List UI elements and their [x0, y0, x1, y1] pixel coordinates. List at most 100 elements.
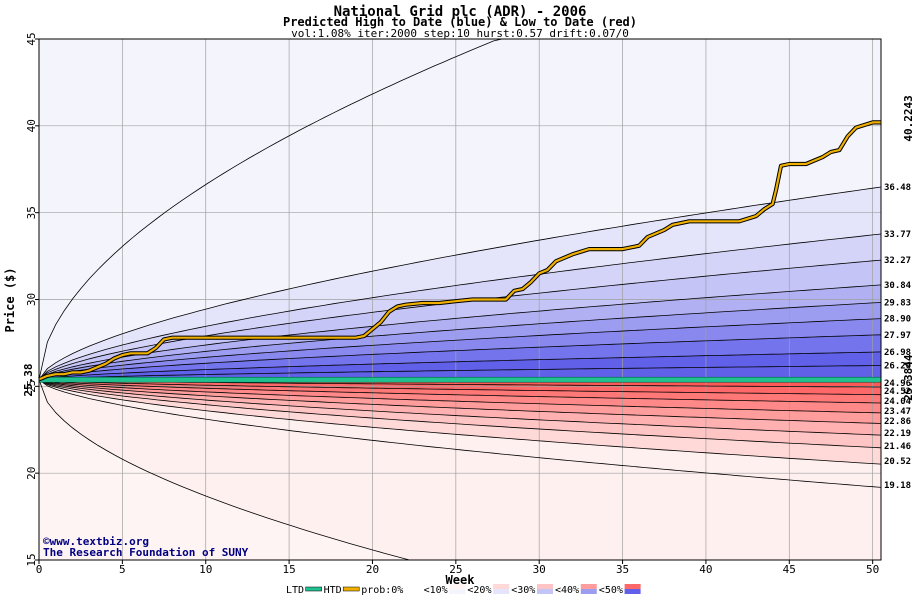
x-tick-label-35: 35 — [616, 563, 629, 576]
legend-swatch-ltd — [305, 586, 322, 592]
x-tick-label-30: 30 — [533, 563, 546, 576]
upper-pct-label-6: 27.97 — [884, 331, 911, 341]
lower-pct-label-5: 22.19 — [884, 429, 911, 439]
x-axis: 0 5 10 15 20 25 30 35 40 45 50 — [36, 560, 879, 576]
lower-line-8 — [38, 379, 882, 465]
credit-line-2: The Research Foundation of SUNY — [43, 546, 249, 559]
band-lower-9 — [39, 379, 881, 560]
ltd-line — [38, 376, 882, 383]
legend-swatch-prob0-low — [405, 584, 422, 589]
lower-line-9 — [38, 379, 882, 488]
htd-line — [38, 121, 881, 381]
y-tick-label-25: 25 — [25, 380, 38, 393]
band-upper-3 — [39, 260, 881, 380]
legend-swatch-htd — [342, 586, 360, 592]
band-lower-1 — [39, 379, 881, 395]
upper-pct-label-0: 36.48 — [884, 183, 911, 193]
upper-pct-label-4: 29.83 — [884, 298, 911, 308]
legend-swatch-p40-low — [580, 584, 597, 589]
upper-line-9 — [38, 365, 882, 381]
upper-line-2 — [38, 233, 882, 380]
legend-swatch-p50-low — [624, 584, 641, 589]
lower-pct-label-4: 22.86 — [884, 417, 911, 427]
legend-label-p40: <40% — [555, 585, 579, 596]
lower-pct-label-2: 24.04 — [884, 397, 912, 407]
band-upper-2 — [39, 234, 881, 380]
band-upper-6 — [39, 318, 881, 380]
legend-swatch-p50-high — [624, 589, 641, 594]
credit-line-1: ©www.textbiz.org — [43, 535, 149, 548]
legend-swatch-p20-low — [493, 584, 510, 589]
x-tick-label-40: 40 — [699, 563, 712, 576]
x-axis-label: Week — [446, 573, 476, 587]
lower-line-4 — [38, 379, 882, 414]
x-tick-label-45: 45 — [783, 563, 796, 576]
lower-pct-label-6: 21.46 — [884, 442, 911, 452]
legend-label-ltd: LTD — [286, 585, 304, 596]
lower-pct-label-8: 19.18 — [884, 481, 911, 491]
band-upper-5 — [39, 302, 881, 380]
band-upper-7 — [39, 334, 881, 380]
upper-line-6 — [38, 318, 882, 381]
y-tick-label-20: 20 — [25, 467, 38, 480]
chart-params: vol:1.08% iter:2000 step:10 hurst:0.57 d… — [291, 27, 629, 40]
band-lower-7 — [39, 379, 881, 465]
y-tick-label-40: 40 — [25, 119, 38, 132]
upper-line-4 — [38, 284, 882, 381]
band-lower-8 — [39, 379, 881, 488]
chart-title: National Grid plc (ADR) - 2006 — [334, 4, 587, 20]
lower-pct-label-1: 24.52 — [884, 387, 911, 397]
upper-pct-label-1: 33.77 — [884, 230, 911, 240]
upper-pct-label-3: 30.84 — [884, 281, 912, 291]
lower-line-2 — [38, 379, 882, 396]
upper-pct-label-2: 32.27 — [884, 256, 911, 266]
legend-swatch-prob0-high — [405, 589, 422, 594]
legend-label-p30: <30% — [511, 585, 535, 596]
legend-label-p20: <20% — [467, 585, 491, 596]
band-upper-1 — [39, 187, 881, 380]
legend-label-p10: <10% — [424, 585, 448, 596]
legend: LTD HTD prob:0% <10% <20% <30% <40% <50% — [286, 584, 641, 596]
legend-label-htd: HTD — [324, 585, 342, 596]
lower-pct-label-3: 23.47 — [884, 407, 911, 417]
x-tick-label-0: 0 — [36, 563, 43, 576]
legend-swatch-p40-high — [580, 589, 597, 594]
legend-swatch-p10-high — [449, 589, 466, 594]
lower-line-5 — [38, 379, 882, 424]
band-lower-3 — [39, 379, 881, 413]
x-tick-label-50: 50 — [866, 563, 879, 576]
band-upper-8 — [39, 351, 881, 380]
x-tick-label-10: 10 — [199, 563, 212, 576]
legend-swatch-p10-low — [449, 584, 466, 589]
legend-swatch-p30-high — [537, 589, 553, 594]
legend-swatch-p20-high — [493, 589, 510, 594]
legend-swatch-p30-low — [537, 584, 553, 589]
x-tick-label-25: 25 — [449, 563, 462, 576]
lower-line-3 — [38, 379, 882, 404]
x-tick-label-15: 15 — [282, 563, 295, 576]
y-tick-label-15: 15 — [25, 553, 38, 566]
x-tick-label-20: 20 — [366, 563, 379, 576]
ltd-final-label: 25.3844 — [902, 354, 915, 401]
lower-pct-label-7: 20.52 — [884, 457, 911, 467]
y-axis-label: Price ($) — [3, 267, 17, 332]
legend-label-prob0: prob:0% — [361, 585, 403, 596]
upper-pct-label-5: 28.90 — [884, 315, 911, 325]
upper-pct-label-7: 26.98 — [884, 348, 911, 358]
percentile-labels: 36.48 33.77 32.27 30.84 29.83 28.90 27.97 26.98… — [884, 183, 912, 491]
band-upper-outer — [39, 39, 881, 380]
band-lower-2 — [39, 379, 881, 403]
upper-line-1 — [38, 186, 882, 380]
chart-subtitle: Predicted High to Date (blue) & Low to D… — [283, 15, 637, 29]
upper-pct-label-8: 26.20 — [884, 361, 911, 371]
htd-final-label: 40.2243 — [902, 95, 915, 141]
band-upper-4 — [39, 284, 881, 380]
y-axis: 15 20 25 30 35 40 45 — [25, 32, 39, 567]
lower-pct-label-0: 24.96 — [884, 379, 911, 389]
y-tick-label-30: 30 — [25, 293, 38, 306]
upper-line-8 — [38, 351, 882, 381]
upper-line-5 — [38, 302, 882, 381]
y-tick-label-45: 45 — [25, 32, 38, 45]
legend-label-p50: <50% — [599, 585, 623, 596]
band-lower-outer — [39, 379, 881, 560]
